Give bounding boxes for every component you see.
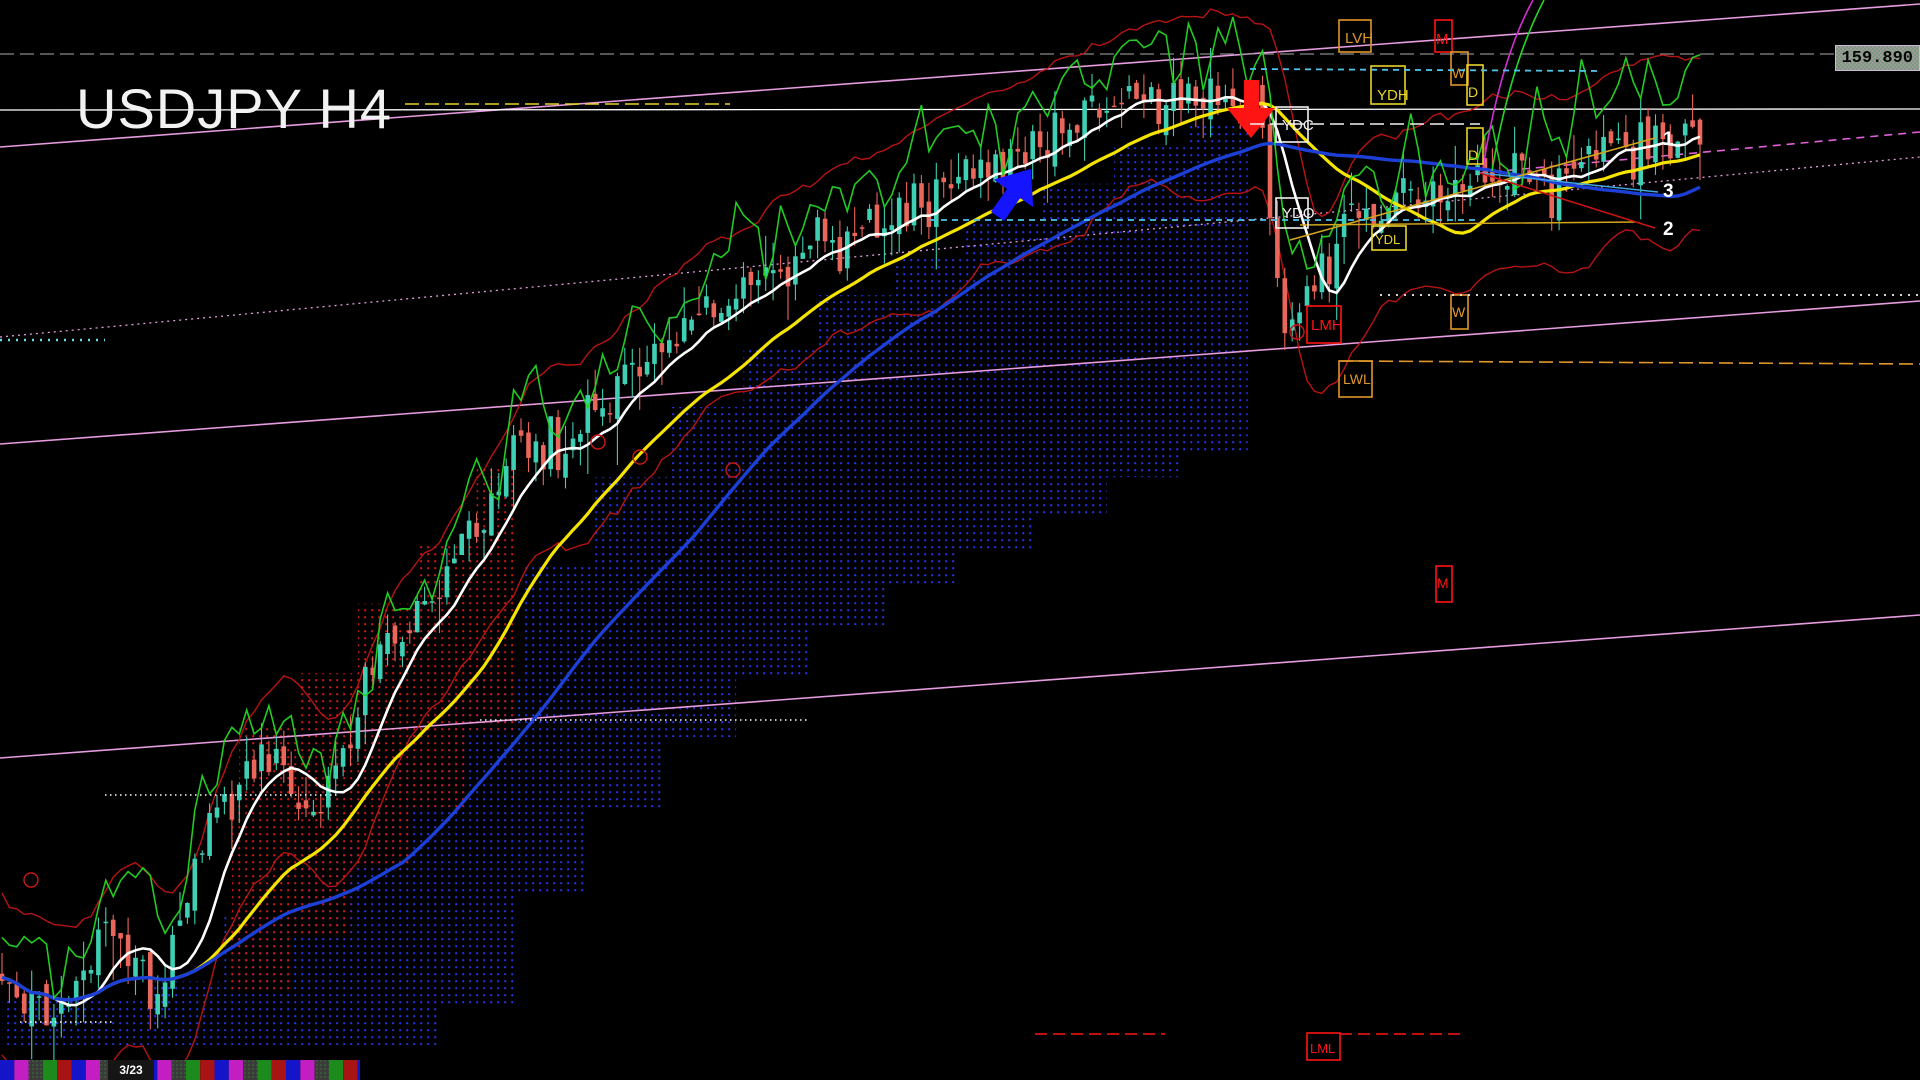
svg-text:M: M xyxy=(1436,31,1449,48)
svg-text:LMH: LMH xyxy=(1311,317,1343,334)
svg-text:D: D xyxy=(1468,147,1478,163)
svg-text:3: 3 xyxy=(1663,181,1674,202)
svg-text:1: 1 xyxy=(1663,129,1674,150)
svg-text:LML: LML xyxy=(1310,1041,1335,1056)
svg-text:YDC: YDC xyxy=(1282,117,1314,134)
svg-text:LWL: LWL xyxy=(1343,371,1371,387)
svg-text:YDL: YDL xyxy=(1375,232,1400,247)
svg-text:YDH: YDH xyxy=(1377,87,1409,104)
svg-text:LVH: LVH xyxy=(1345,30,1373,47)
svg-text:3/23: 3/23 xyxy=(119,1063,143,1077)
svg-text:M: M xyxy=(1437,575,1449,591)
svg-text:W: W xyxy=(1452,304,1466,320)
svg-text:D: D xyxy=(1468,84,1478,100)
svg-text:2: 2 xyxy=(1663,219,1674,240)
svg-text:W: W xyxy=(1452,65,1466,81)
